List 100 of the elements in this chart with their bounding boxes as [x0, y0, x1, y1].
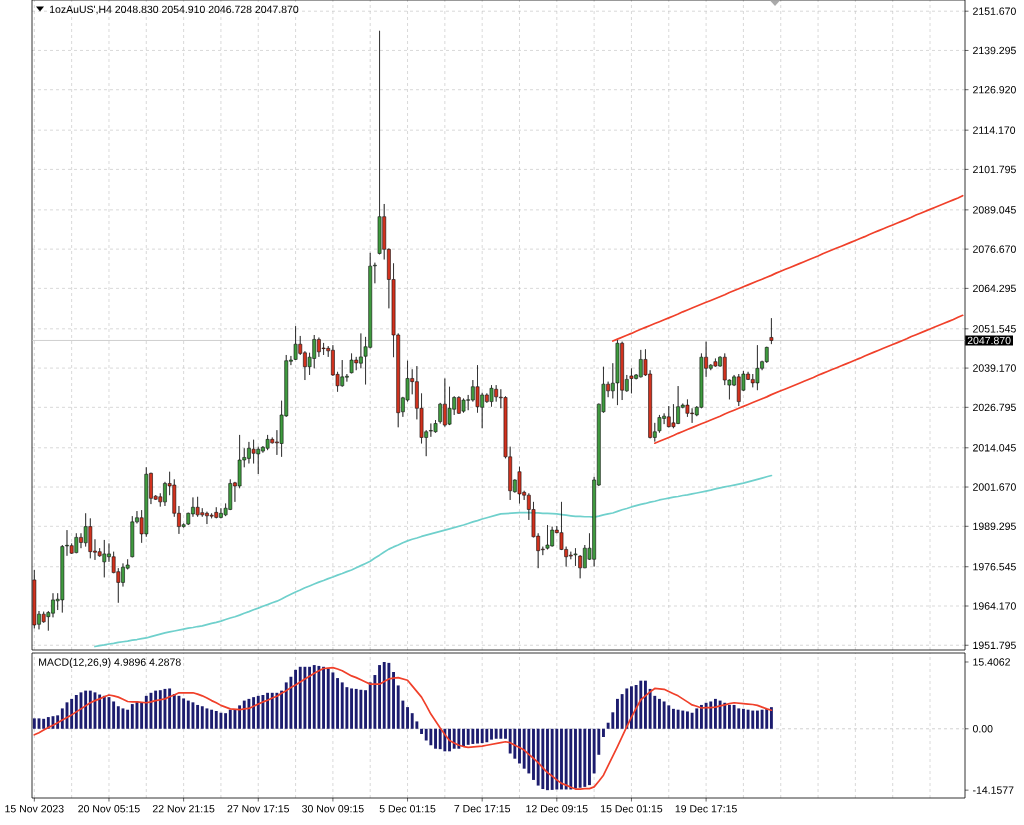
bar: [331, 672, 335, 729]
y-tick-label: 2051.545: [973, 325, 1016, 333]
bar: [84, 690, 88, 729]
candlestick: [615, 339, 620, 406]
bar: [690, 712, 694, 729]
y-tick-label: 2026.795: [973, 403, 1016, 412]
bar: [60, 708, 64, 729]
bar: [518, 728, 521, 764]
candlestick: [130, 515, 135, 558]
bar: [438, 728, 442, 750]
bar: [382, 662, 386, 729]
bar: [191, 702, 195, 729]
bar: [308, 666, 312, 729]
bar: [200, 706, 204, 729]
candlestick: [769, 317, 774, 345]
candlestick: [377, 30, 382, 255]
candlestick: [373, 262, 377, 284]
bar: [429, 728, 433, 746]
x-tick-label: 22 Nov 21:15: [152, 805, 215, 813]
bar: [32, 718, 36, 729]
y-tick-label: 2076.670: [973, 245, 1016, 253]
bar: [630, 686, 633, 729]
bar: [555, 728, 559, 790]
bar: [741, 708, 745, 729]
bar: [746, 709, 750, 729]
bar: [112, 701, 116, 729]
bar: [424, 728, 428, 741]
bar: [126, 709, 130, 729]
bar: [233, 709, 237, 729]
bar: [564, 728, 568, 790]
x-tick-label: 19 Dec 17:15: [675, 805, 737, 813]
bar: [154, 690, 158, 729]
bar: [410, 713, 414, 729]
candlestick: [293, 325, 298, 361]
ref-line-label: 2047.870: [967, 336, 1011, 345]
bar: [611, 712, 615, 729]
bar: [224, 713, 228, 729]
y-tick-label: 1951.795: [973, 641, 1016, 649]
bar: [485, 728, 489, 743]
bar: [186, 700, 190, 729]
bar: [634, 685, 638, 729]
bar: [527, 728, 531, 774]
bar: [546, 728, 549, 791]
bar: [322, 666, 326, 729]
bar: [681, 710, 685, 729]
bar: [536, 728, 540, 786]
bar: [644, 680, 647, 729]
bar: [130, 704, 134, 729]
bar: [182, 698, 186, 729]
candlestick: [433, 419, 438, 433]
bar: [574, 728, 577, 789]
bar: [205, 708, 209, 729]
bar: [228, 709, 232, 729]
y-tick-label: 2089.045: [973, 206, 1016, 214]
bar: [256, 695, 260, 729]
bar: [350, 688, 353, 729]
y-tick-label: 2126.920: [973, 86, 1016, 94]
bar: [541, 728, 545, 790]
bar: [522, 728, 526, 769]
y-tick-label: 2114.170: [973, 126, 1016, 134]
bar: [303, 666, 307, 729]
bar: [102, 695, 106, 729]
bar: [504, 728, 507, 739]
x-tick-label: 7 Dec 17:15: [454, 805, 511, 813]
y-tick-label: 2001.670: [973, 483, 1016, 491]
bar: [280, 690, 284, 729]
bar: [238, 705, 242, 729]
bar: [364, 690, 367, 729]
bar: [452, 728, 456, 749]
y-tick-label: 2039.170: [973, 364, 1016, 372]
bar: [196, 704, 200, 729]
bar: [242, 700, 246, 729]
bar: [569, 728, 573, 790]
bar: [214, 711, 218, 729]
x-tick-label: 12 Dec 09:15: [526, 805, 588, 813]
bar: [699, 704, 703, 729]
bar: [457, 728, 461, 749]
bar: [252, 697, 256, 729]
y-tick-label: 0.00: [972, 725, 993, 733]
bar: [639, 680, 643, 729]
bar: [751, 710, 755, 729]
bar: [406, 707, 409, 729]
bar: [298, 666, 302, 729]
bar: [685, 711, 689, 729]
chart-title: MACD(12,26,9) 4.9896 4.2878: [39, 658, 181, 668]
bar: [336, 678, 340, 729]
x-tick-label: 27 Nov 17:15: [227, 805, 290, 813]
y-tick-label: 2151.670: [973, 7, 1016, 15]
candlestick: [349, 353, 354, 374]
bar: [550, 728, 554, 790]
x-tick-label: 30 Nov 09:15: [302, 805, 364, 813]
candlestick: [461, 398, 466, 413]
bar: [760, 709, 764, 729]
candlestick: [321, 342, 326, 356]
bar: [713, 698, 717, 729]
bar: [723, 702, 727, 729]
bar: [140, 702, 144, 729]
y-tick-label: 2101.795: [973, 165, 1016, 174]
x-tick-label: 15 Nov 2023: [5, 805, 64, 813]
y-tick-label: 2064.295: [973, 284, 1016, 293]
